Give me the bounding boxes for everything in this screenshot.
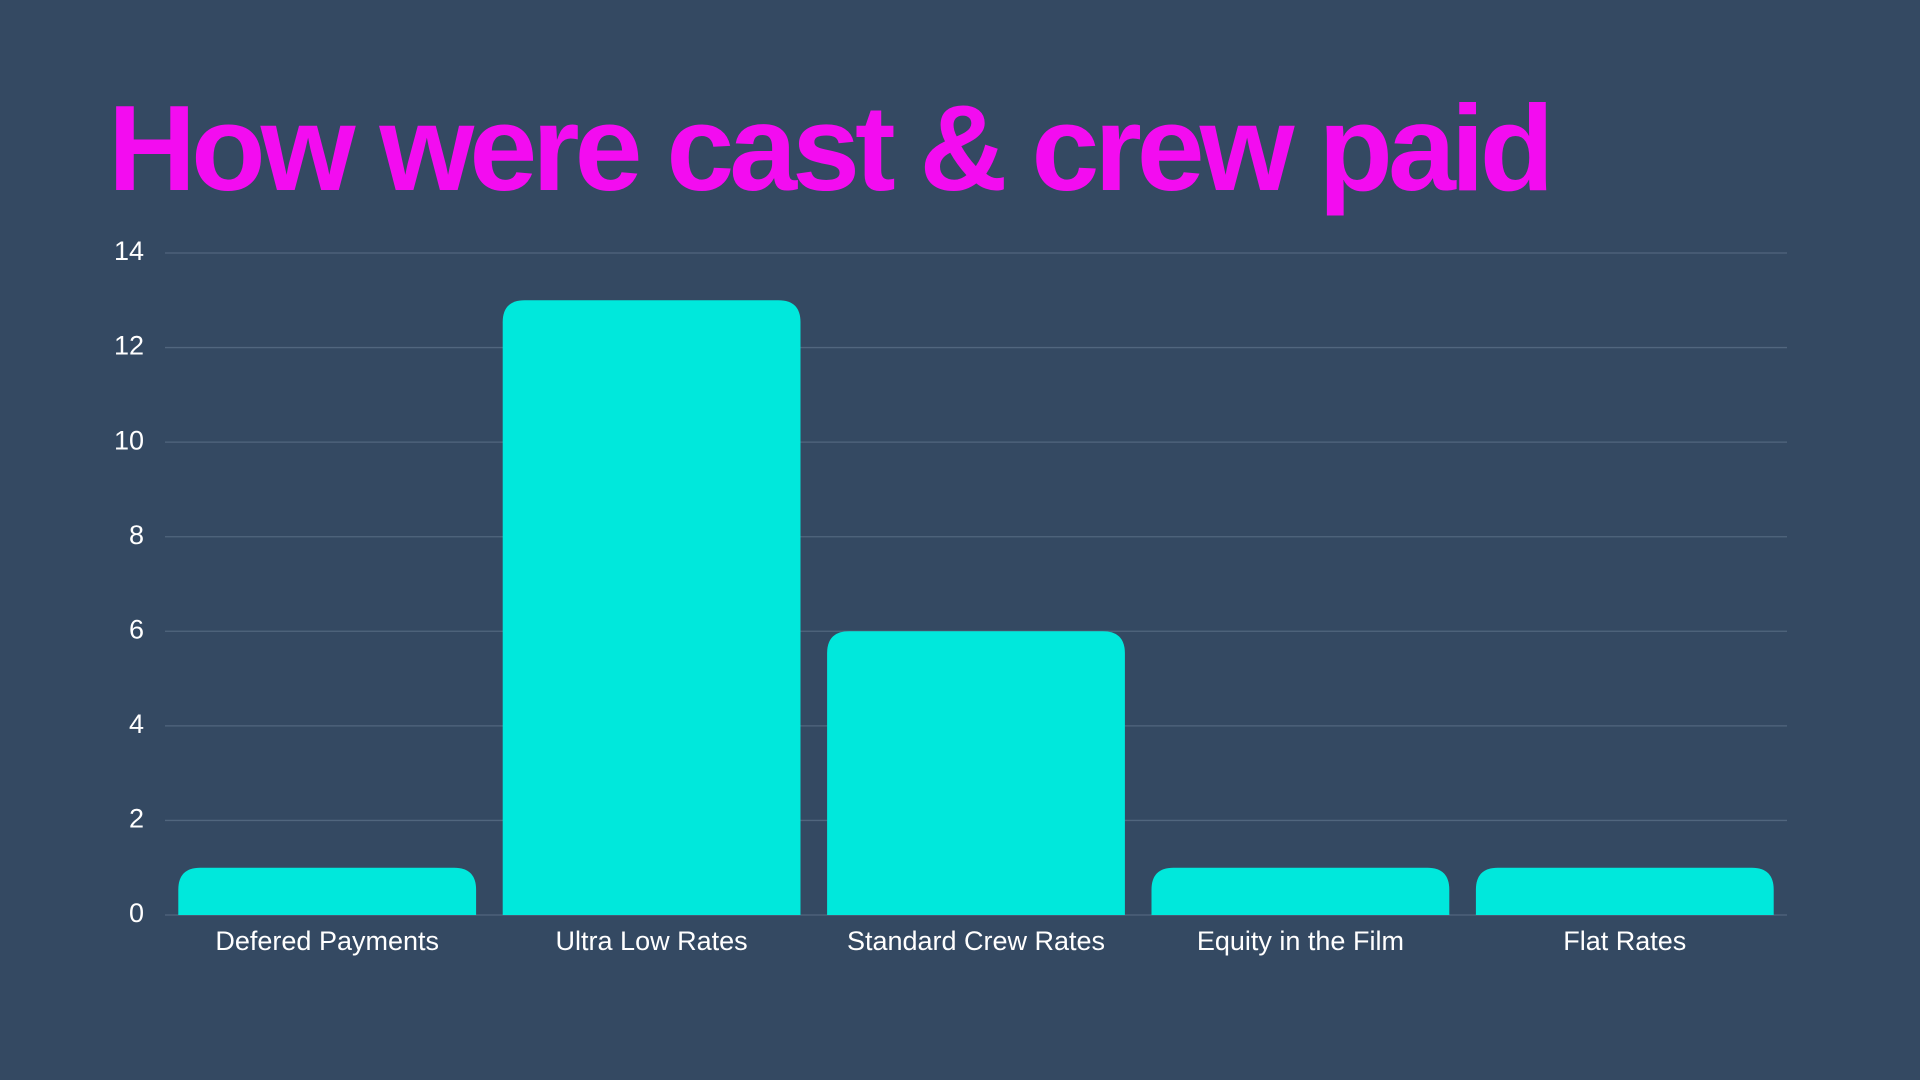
y-tick-label: 14 xyxy=(114,236,144,266)
x-tick-label: Flat Rates xyxy=(1563,926,1686,956)
y-tick-label: 8 xyxy=(129,520,144,550)
x-tick-label: Equity in the Film xyxy=(1197,926,1404,956)
x-tick-label: Ultra Low Rates xyxy=(556,926,748,956)
x-tick-label: Defered Payments xyxy=(215,926,439,956)
y-tick-label: 4 xyxy=(129,709,144,739)
y-tick-label: 0 xyxy=(129,898,144,928)
y-tick-label: 6 xyxy=(129,614,144,644)
bar xyxy=(1151,867,1450,915)
y-tick-label: 2 xyxy=(129,804,144,834)
y-tick-label: 10 xyxy=(114,425,144,455)
bar xyxy=(827,631,1125,915)
bar xyxy=(178,867,477,915)
chart-title: How were cast & crew paid xyxy=(108,80,1549,216)
bar xyxy=(1475,867,1774,915)
x-tick-label: Standard Crew Rates xyxy=(847,926,1105,956)
y-tick-label: 12 xyxy=(114,331,144,361)
bar xyxy=(502,300,801,915)
